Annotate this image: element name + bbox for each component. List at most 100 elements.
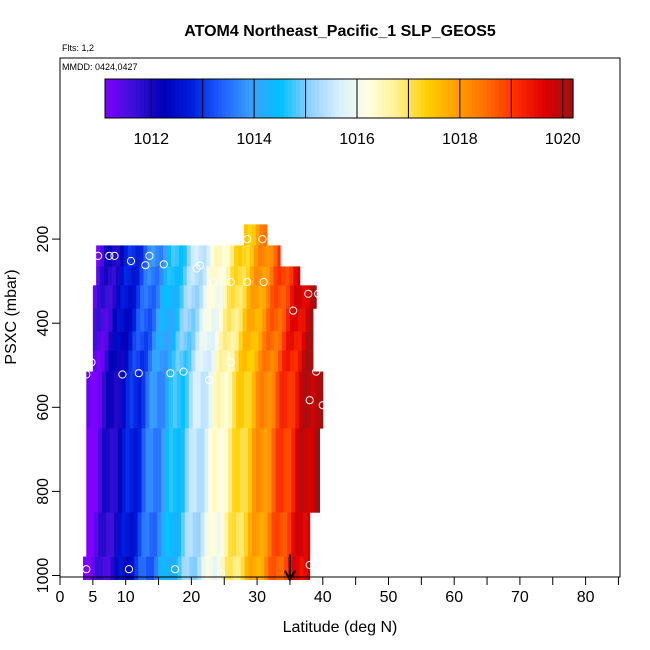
heatmap-cell — [163, 308, 169, 332]
heatmap-cell — [149, 428, 154, 513]
heatmap-cell — [90, 371, 95, 429]
heatmap-cell — [94, 556, 100, 581]
colorbar-segment — [151, 79, 157, 118]
colorbar-tick-label: 1018 — [442, 131, 478, 148]
heatmap-cell — [83, 556, 88, 581]
observation-marker — [124, 565, 134, 574]
heatmap-cell — [273, 245, 278, 267]
colorbar-segment — [233, 79, 239, 118]
heatmap-cell — [266, 285, 271, 309]
heatmap-cell — [92, 331, 98, 351]
heatmap-cell — [282, 350, 287, 372]
heatmap-cell — [224, 428, 229, 513]
heatmap-cell — [144, 350, 149, 372]
flights-label: Flts: 1,2 — [62, 43, 94, 53]
heatmap-cell — [155, 308, 161, 332]
colorbar-segment — [459, 79, 465, 118]
heatmap-cell — [286, 285, 291, 309]
heatmap-cell — [181, 556, 186, 581]
heatmap-cell — [305, 350, 311, 372]
heatmap-cell — [199, 331, 204, 351]
heatmap-cell — [144, 331, 149, 351]
heatmap-cell — [258, 285, 263, 309]
heatmap-cell — [115, 266, 121, 286]
observation-marker — [118, 370, 127, 379]
heatmap-cell — [157, 428, 162, 513]
heatmap-cell — [247, 428, 253, 513]
heatmap-cell — [242, 285, 248, 309]
heatmap-cell — [155, 266, 160, 286]
colorbar-segment — [264, 79, 270, 118]
heatmap-cell — [307, 371, 312, 429]
heatmap-cell — [157, 512, 162, 557]
heatmap-cell — [161, 371, 166, 429]
heatmap-cell — [98, 371, 103, 429]
heatmap-cell — [165, 512, 170, 557]
heatmap-cell — [265, 266, 271, 286]
heatmap-cell — [176, 428, 182, 513]
colorbar-segment — [409, 79, 414, 118]
colorbar-segment — [198, 79, 204, 118]
heatmap-cell — [140, 331, 145, 351]
heatmap-cell — [113, 428, 119, 513]
heatmap-cell — [232, 512, 237, 557]
heatmap-cell — [267, 512, 273, 557]
colorbar-segment — [350, 79, 356, 118]
heatmap-cell — [119, 245, 125, 267]
plot-frame — [59, 57, 621, 578]
heatmap-cell — [159, 350, 165, 372]
heatmap-cell — [268, 556, 273, 581]
heatmap-cell — [253, 245, 259, 267]
heatmap-cell — [289, 266, 294, 286]
x-tick-label: 80 — [577, 589, 595, 606]
heatmap-cell — [209, 556, 214, 581]
x-tick-label: 30 — [248, 589, 266, 606]
heatmap-cell — [210, 266, 215, 286]
heatmap-cell — [111, 245, 117, 267]
heatmap-cell — [92, 308, 98, 332]
heatmap-cell — [274, 308, 279, 332]
colorbar-tick-label: 1012 — [133, 131, 169, 148]
heatmap-cell — [108, 350, 114, 372]
heatmap-cell — [139, 266, 144, 286]
observation-marker — [258, 235, 267, 244]
heatmap-cell — [195, 331, 200, 351]
colorbar-segment — [339, 79, 344, 118]
heatmap-cell — [175, 331, 181, 351]
heatmap-cell — [203, 331, 208, 351]
heatmap-cell — [108, 331, 114, 351]
colorbar-segment — [467, 79, 473, 118]
heatmap-cell — [236, 556, 242, 581]
heatmap-cell — [224, 512, 229, 557]
heatmap-cell — [293, 266, 298, 286]
heatmap-cell — [314, 371, 320, 429]
heatmap-cell — [254, 285, 259, 309]
heatmap-cell — [106, 556, 112, 581]
heatmap-cell — [131, 266, 137, 286]
colorbar-segment — [495, 79, 500, 118]
colorbar-segment — [315, 79, 321, 118]
heatmap-cell — [147, 266, 152, 286]
heatmap-cell — [171, 245, 176, 267]
observation-marker — [318, 401, 327, 410]
heatmap-cell — [242, 331, 248, 351]
heatmap-cell — [230, 350, 236, 372]
x-axis: 0 5 10 20 30 40 50 60 70 80 — [56, 577, 619, 606]
heatmap-cell — [108, 285, 114, 309]
heatmap-cell — [255, 428, 261, 513]
colorbar-segment — [545, 79, 551, 118]
x-tick-label: 50 — [380, 589, 398, 606]
colorbar-segment — [358, 79, 363, 118]
colorbar-segment — [475, 79, 480, 118]
heatmap-cell — [94, 512, 99, 557]
heatmap-cell — [175, 285, 181, 309]
colorbar-segment — [307, 79, 313, 118]
colorbar-segment — [323, 79, 328, 118]
heatmap-cell — [263, 428, 269, 513]
heatmap-cell — [236, 512, 241, 557]
heatmap-cell — [259, 512, 265, 557]
heatmap-cell — [124, 285, 129, 309]
heatmap-cell — [246, 331, 252, 351]
heatmap-cell — [187, 285, 192, 309]
heatmap-cell — [163, 331, 169, 351]
